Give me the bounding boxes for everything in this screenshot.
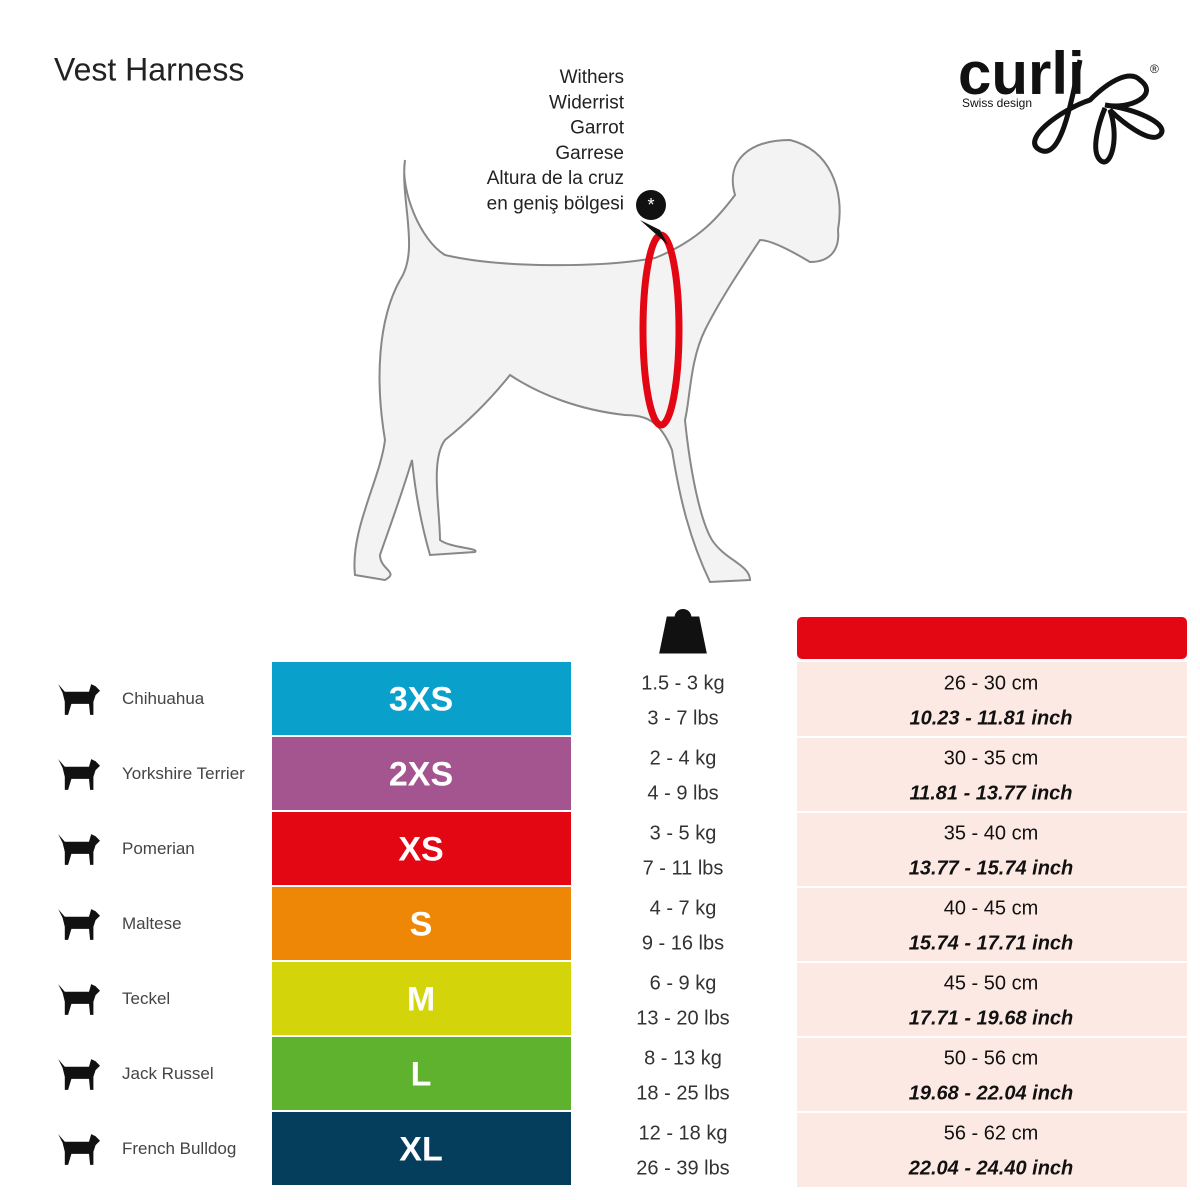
- girth-inch: 15.74 - 17.71 inch: [909, 932, 1074, 954]
- breed-name: French Bulldog: [122, 1139, 236, 1158]
- girth-inch: 13.77 - 15.74 inch: [909, 857, 1074, 879]
- size-cell: [272, 887, 571, 960]
- girth-inch: 22.04 - 24.40 inch: [908, 1157, 1074, 1179]
- rows: Chihuahua 3XS 1.5 - 3 kg 3 - 7 lbs 26 - 30 c…: [58, 662, 1187, 1185]
- breed-name: Chihuahua: [122, 689, 205, 708]
- size-label: XS: [398, 830, 443, 868]
- size-cell: [272, 662, 571, 735]
- size-label: S: [410, 905, 433, 943]
- title: Vest Harness: [54, 51, 244, 87]
- breed-name: Maltese: [122, 914, 182, 933]
- weight-kg: 4 - 7 kg: [650, 897, 717, 919]
- girth-inch: 11.81 - 13.77 inch: [909, 782, 1072, 804]
- withers-label: Garrot: [570, 118, 625, 139]
- breed-icon: [58, 984, 100, 1015]
- measure-panel: [797, 662, 1187, 1187]
- girth-cm: 35 - 40 cm: [944, 822, 1038, 844]
- girth-inch: 19.68 - 22.04 inch: [909, 1082, 1074, 1104]
- logo-tagline: Swiss design: [962, 96, 1032, 110]
- size-cell: [272, 737, 571, 810]
- girth-cm: 26 - 30 cm: [944, 672, 1038, 694]
- weight-icon: [659, 609, 707, 654]
- withers-label: Altura de la cruz: [487, 168, 624, 189]
- size-cell: [272, 1112, 571, 1185]
- girth-cm: 40 - 45 cm: [944, 897, 1038, 919]
- girth-inch: 10.23 - 11.81 inch: [909, 707, 1072, 729]
- size-label: 2XS: [389, 755, 453, 793]
- size-cell: [272, 812, 571, 885]
- breed-icon: [58, 1059, 100, 1090]
- withers-label: en geniş bölgesi: [487, 194, 624, 215]
- girth-cm: 50 - 56 cm: [944, 1047, 1038, 1069]
- breed-icon: [58, 1134, 100, 1165]
- weight-kg: 2 - 4 kg: [650, 747, 717, 769]
- breed-name: Pomerian: [122, 839, 195, 858]
- breed-icon: [58, 684, 100, 715]
- weight-kg: 8 - 13 kg: [644, 1047, 722, 1069]
- svg-text:®: ®: [1150, 62, 1159, 76]
- weight-lbs: 26 - 39 lbs: [636, 1157, 729, 1179]
- size-label: L: [411, 1055, 432, 1093]
- weight-kg: 3 - 5 kg: [650, 822, 717, 844]
- size-cell: [272, 962, 571, 1035]
- withers-label: Withers: [560, 67, 624, 88]
- measure-header: [797, 617, 1187, 659]
- withers-marker: [636, 190, 666, 220]
- weight-kg: 6 - 9 kg: [650, 972, 717, 994]
- weight-lbs: 13 - 20 lbs: [636, 1007, 729, 1029]
- size-label: M: [407, 980, 435, 1018]
- logo-text: curli: [958, 40, 1085, 107]
- breed-icon: [58, 909, 100, 940]
- girth-cm: 30 - 35 cm: [944, 747, 1038, 769]
- withers-label: Garrese: [555, 143, 624, 164]
- logo: curli Swiss design ®: [958, 40, 1165, 165]
- girth-inch: 17.71 - 19.68 inch: [909, 1007, 1074, 1029]
- breed-icon: [58, 834, 100, 865]
- size-label: 3XS: [389, 680, 453, 718]
- girth-cm: 45 - 50 cm: [944, 972, 1038, 994]
- size-cell: [272, 1037, 571, 1110]
- withers-labels: Withers Widerrist Garrot Garrese Altura de l…: [487, 67, 625, 215]
- girth-cm: 56 - 62 cm: [944, 1122, 1038, 1144]
- breed-name: Jack Russel: [122, 1064, 214, 1083]
- breed-icon: [58, 759, 100, 790]
- weight-lbs: 3 - 7 lbs: [647, 707, 718, 729]
- weight-lbs: 18 - 25 lbs: [636, 1082, 729, 1104]
- withers-label: Widerrist: [549, 92, 625, 113]
- size-label: XL: [399, 1130, 442, 1168]
- weight-lbs: 4 - 9 lbs: [647, 782, 718, 804]
- weight-kg: 12 - 18 kg: [639, 1122, 728, 1144]
- svg-text:*: *: [647, 195, 654, 215]
- weight-kg: 1.5 - 3 kg: [641, 672, 724, 694]
- weight-lbs: 7 - 11 lbs: [643, 857, 724, 879]
- dog-outline: [353, 138, 841, 584]
- breed-name: Teckel: [122, 989, 170, 1008]
- breed-name: Yorkshire Terrier: [122, 764, 245, 783]
- weight-lbs: 9 - 16 lbs: [642, 932, 724, 954]
